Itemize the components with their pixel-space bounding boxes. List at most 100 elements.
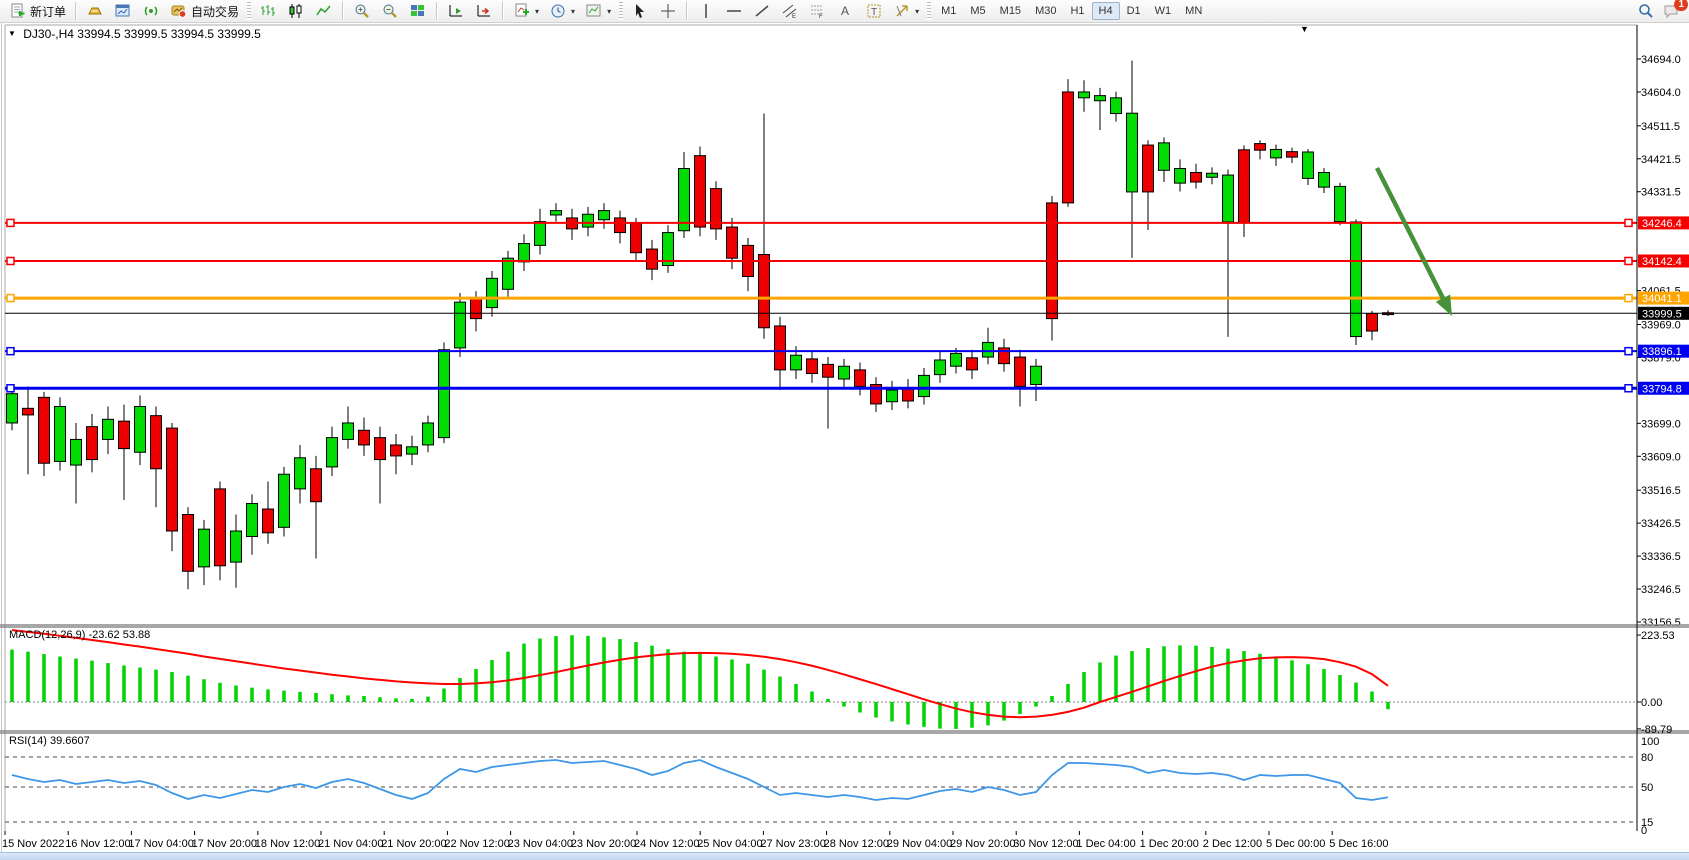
autotrade-button[interactable]: 自动交易: [165, 2, 244, 21]
new-order-button[interactable]: 新订单: [4, 2, 71, 21]
chart-shift-button[interactable]: [470, 2, 498, 21]
macd-bar: [1146, 648, 1150, 702]
chart-shift-marker-icon[interactable]: ▼: [1300, 24, 1309, 34]
time-axis-label: 21 Nov 04:00: [318, 838, 383, 850]
macd-bar: [1242, 651, 1246, 702]
auto-scroll-button[interactable]: [442, 2, 470, 21]
chart-canvas[interactable]: 34694.034604.034511.534421.534331.534061…: [0, 23, 1689, 860]
text-tool-button[interactable]: A: [832, 2, 860, 21]
timeframe-button-h4[interactable]: H4: [1091, 2, 1120, 20]
line-drag-handle[interactable]: [1624, 293, 1633, 303]
trend-arrow-head[interactable]: [1435, 294, 1452, 316]
timeframe-button-m15[interactable]: M15: [999, 5, 1022, 17]
notifications-button[interactable]: 1: [1663, 0, 1688, 20]
candle-body: [966, 357, 978, 371]
time-axis-label: 15 Nov 2022: [2, 838, 64, 850]
macd-histogram: [10, 635, 1390, 729]
macd-bar: [698, 654, 702, 702]
shapes-tool-button[interactable]: ▾: [888, 2, 924, 21]
window-bottom-edge: [0, 852, 1689, 860]
line-drag-handle[interactable]: [6, 293, 15, 303]
price-line-label: 34246.4: [1642, 218, 1682, 230]
candle-body: [870, 384, 882, 405]
candle-body: [134, 405, 146, 453]
candle-body: [326, 437, 338, 468]
chart-window-button[interactable]: [109, 2, 137, 21]
macd-bar: [746, 663, 750, 702]
macd-bar: [154, 669, 158, 702]
dropdown-caret-icon: ▾: [915, 6, 920, 16]
line-drag-handle[interactable]: [6, 346, 15, 356]
candle-body: [1142, 144, 1154, 193]
line-drag-handle[interactable]: [1624, 384, 1633, 393]
cursor-tool-button[interactable]: [626, 2, 654, 21]
crosshair-tool-button[interactable]: [654, 2, 682, 21]
dropdown-caret-icon: ▾: [607, 6, 612, 16]
periods-button[interactable]: ▾: [544, 2, 580, 21]
toolbar-grip: [927, 2, 932, 20]
trend-arrow[interactable]: [1374, 166, 1449, 307]
candle-body: [150, 415, 162, 470]
timeframe-button-m30[interactable]: M30: [1035, 5, 1057, 17]
signals-button[interactable]: [137, 2, 165, 21]
timeframe-toolbar: M1 M5 M15 M30 H1 H4 D1 W1 MN: [934, 2, 1209, 20]
price-axis-label: 33516.5: [1641, 485, 1681, 497]
macd-bar: [202, 679, 206, 702]
candle-body: [630, 222, 642, 254]
timeframe-button-d1[interactable]: D1: [1126, 5, 1141, 17]
label-tool-button[interactable]: T: [860, 2, 888, 21]
candlestick-chart-button[interactable]: [282, 2, 310, 21]
macd-bar: [250, 687, 254, 702]
candle-body: [774, 325, 786, 371]
timeframe-button-m1[interactable]: M1: [941, 5, 957, 17]
zoom-out-button[interactable]: [376, 2, 404, 21]
price-line-label-box: [1638, 254, 1689, 268]
price-axis-label: 34421.5: [1641, 154, 1681, 166]
gold-bar-icon: [86, 3, 104, 20]
candle-body: [1318, 172, 1330, 188]
templates-button[interactable]: ▾: [580, 2, 616, 21]
macd-bar: [1178, 645, 1182, 702]
zoom-in-button[interactable]: [348, 2, 376, 21]
collapse-triangle-icon: ▼: [8, 29, 16, 38]
bar-chart-button[interactable]: [254, 2, 282, 21]
candle-body: [486, 277, 498, 309]
candle-body: [662, 232, 674, 267]
timeframe-button-h1[interactable]: H1: [1070, 5, 1085, 17]
line-drag-handle[interactable]: [6, 384, 15, 393]
channel-tool-button[interactable]: E: [776, 2, 804, 21]
price-line-label: 33896.1: [1642, 346, 1682, 358]
timeframe-button-mn[interactable]: MN: [1185, 5, 1203, 17]
line-drag-handle[interactable]: [1624, 256, 1633, 266]
line-drag-handle[interactable]: [6, 256, 15, 266]
market-watch-button[interactable]: [81, 2, 109, 21]
vertical-line-icon: [697, 3, 715, 20]
time-axis-label: 17 Nov 04:00: [128, 838, 193, 850]
candlestick-chart-icon: [287, 3, 305, 20]
horizontal-line-tool-button[interactable]: [720, 2, 748, 21]
trendline-tool-button[interactable]: [748, 2, 776, 21]
search-icon[interactable]: [1637, 3, 1655, 20]
equidistant-channel-icon: E: [781, 3, 799, 20]
line-chart-button[interactable]: [310, 2, 338, 21]
vertical-line-tool-button[interactable]: [692, 2, 720, 21]
zoom-out-icon: [381, 3, 399, 20]
indicators-button[interactable]: ▾: [508, 2, 544, 21]
line-drag-handle[interactable]: [1624, 346, 1633, 356]
timeframe-button-w1[interactable]: W1: [1154, 5, 1172, 17]
timeframe-button-m5[interactable]: M5: [970, 5, 986, 17]
candle-body: [342, 422, 354, 440]
new-order-icon: [9, 3, 27, 20]
macd-bar: [906, 702, 910, 725]
macd-bar: [1162, 646, 1166, 702]
line-drag-handle[interactable]: [1624, 218, 1633, 228]
macd-bar: [1386, 702, 1390, 710]
macd-bar: [506, 651, 510, 702]
fibonacci-tool-button[interactable]: F: [804, 2, 832, 21]
macd-bar: [666, 649, 670, 702]
candle-body: [374, 437, 386, 461]
macd-axis-label: -89.79: [1641, 724, 1672, 736]
line-drag-handle[interactable]: [6, 218, 15, 228]
macd-bar: [1082, 672, 1086, 702]
tile-windows-button[interactable]: [404, 2, 432, 21]
